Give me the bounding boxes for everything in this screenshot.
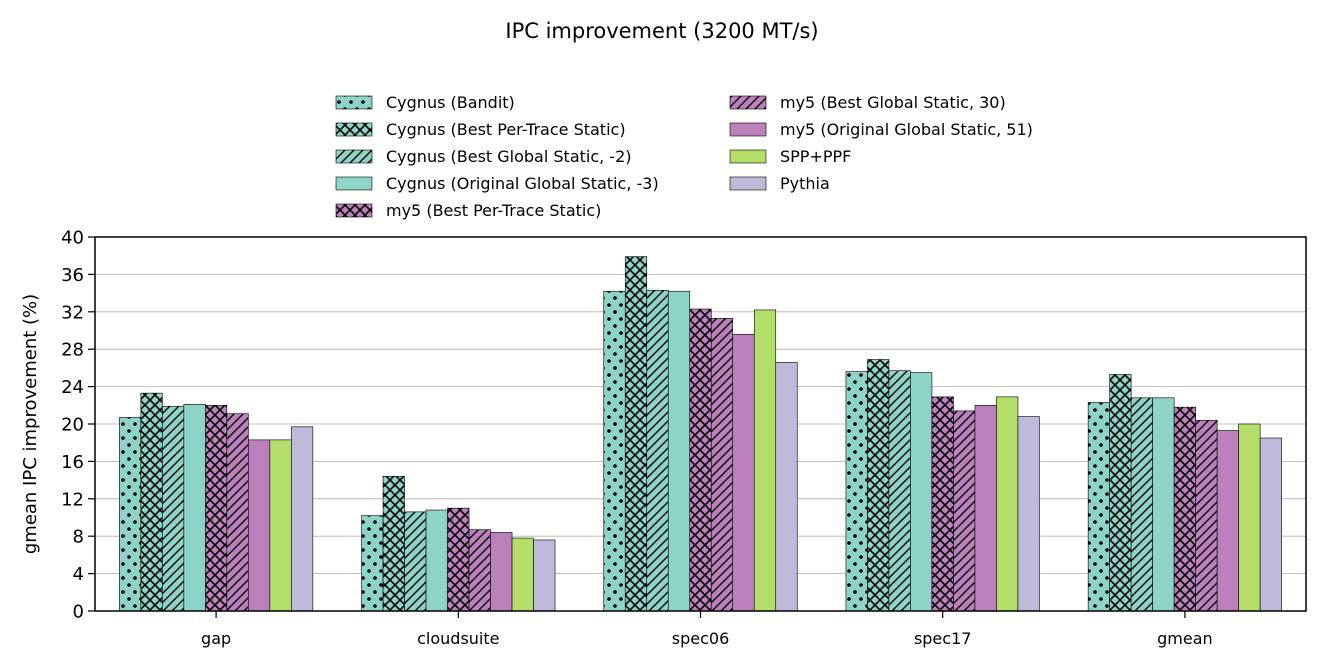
y-tick-label: 4 (73, 564, 84, 585)
legend-label-cygnus-best-global-static-2: Cygnus (Best Global Static, -2) (386, 147, 632, 166)
bar-spec17-spp-ppf (996, 397, 1018, 611)
bar-gmean-my5-original-global-static-51 (1217, 431, 1239, 611)
legend-swatch-cygnus-best-global-static-2 (336, 150, 372, 163)
y-axis-label: gmean IPC improvement (%) (20, 294, 41, 554)
y-tick-label: 32 (61, 302, 84, 323)
bar-spec06-my5-best-global-static-30 (711, 318, 733, 611)
bar-spec17-cygnus-best-per-trace-static (867, 359, 889, 611)
y-tick-label: 12 (61, 489, 84, 510)
legend: Cygnus (Bandit) Cygnus (Best Per-Trace St… (336, 93, 1033, 220)
bar-cloudsuite-my5-best-per-trace-static (448, 508, 470, 611)
y-tick-label: 0 (73, 602, 84, 623)
legend-label-my5-best-global-static-30: my5 (Best Global Static, 30) (780, 93, 1006, 112)
bar-spec06-my5-best-per-trace-static (690, 309, 712, 611)
bar-spec06-cygnus-best-per-trace-static (625, 257, 647, 611)
y-axis: 0 4 8 12 16 20 24 28 32 36 40 (61, 228, 95, 623)
bar-spec17-pythia (1018, 417, 1039, 611)
bar-spec06-cygnus-bandit (604, 291, 626, 611)
bar-cloudsuite-spp-ppf (512, 538, 534, 611)
bar-spec17-my5-best-global-static-30 (953, 411, 975, 611)
bar-cloudsuite-cygnus-best-global-static-2 (405, 512, 427, 611)
y-tick-label: 36 (61, 265, 84, 286)
legend-label-my5-original-global-static-51: my5 (Original Global Static, 51) (780, 120, 1033, 139)
x-tick-label: spec06 (672, 629, 730, 648)
legend-swatch-cygnus-best-per-trace-static (336, 123, 372, 136)
y-tick-label: 40 (61, 228, 84, 249)
x-tick-label: gap (201, 629, 231, 648)
bar-gmean-spp-ppf (1239, 424, 1261, 611)
bar-gap-cygnus-original-global-static-3 (184, 404, 206, 611)
legend-label-cygnus-bandit: Cygnus (Bandit) (386, 93, 515, 112)
bar-cloudsuite-my5-original-global-static-51 (491, 532, 513, 611)
legend-label-cygnus-best-per-trace-static: Cygnus (Best Per-Trace Static) (386, 120, 626, 139)
bar-cloudsuite-my5-best-global-static-30 (469, 530, 491, 611)
legend-swatch-my5-best-per-trace-static (336, 204, 372, 217)
bar-spec06-spp-ppf (754, 310, 776, 611)
bar-gap-my5-best-global-static-30 (227, 414, 249, 611)
bar-spec17-my5-original-global-static-51 (975, 405, 997, 611)
bar-gmean-my5-best-global-static-30 (1196, 420, 1218, 611)
bar-spec06-cygnus-best-global-static-2 (647, 290, 669, 611)
bars (119, 257, 1281, 611)
x-tick-label: gmean (1157, 629, 1213, 648)
chart-title: IPC improvement (3200 MT/s) (505, 19, 818, 43)
legend-swatch-spp-ppf (730, 150, 766, 163)
bar-gmean-cygnus-original-global-static-3 (1153, 398, 1175, 611)
y-tick-label: 28 (61, 340, 84, 361)
bar-cloudsuite-cygnus-bandit (362, 516, 384, 611)
x-axis: gap cloudsuite spec06 spec17 gmean (201, 611, 1213, 648)
bar-gmean-cygnus-best-per-trace-static (1110, 374, 1132, 611)
bar-gap-pythia (291, 427, 313, 611)
y-tick-label: 16 (61, 452, 84, 473)
bar-gap-spp-ppf (270, 440, 292, 611)
bar-gmean-cygnus-best-global-static-2 (1131, 398, 1153, 611)
bar-gmean-cygnus-bandit (1088, 403, 1110, 612)
bar-gmean-pythia (1260, 438, 1282, 611)
x-tick-label: cloudsuite (417, 629, 499, 648)
bar-spec17-cygnus-best-global-static-2 (889, 371, 911, 611)
legend-swatch-cygnus-bandit (336, 96, 372, 109)
legend-swatch-my5-best-global-static-30 (730, 96, 766, 109)
y-tick-label: 8 (73, 527, 84, 548)
bar-gap-cygnus-best-global-static-2 (162, 406, 184, 611)
legend-label-cygnus-original-global-static-3: Cygnus (Original Global Static, -3) (386, 174, 659, 193)
bar-cloudsuite-cygnus-best-per-trace-static (383, 476, 405, 611)
bar-spec06-cygnus-original-global-static-3 (668, 291, 690, 611)
bar-spec17-cygnus-bandit (846, 372, 868, 611)
bar-spec17-my5-best-per-trace-static (932, 397, 954, 611)
bar-gap-my5-original-global-static-51 (248, 440, 270, 611)
y-tick-label: 24 (61, 377, 84, 398)
bar-gap-my5-best-per-trace-static (205, 405, 227, 611)
bar-spec06-my5-original-global-static-51 (733, 334, 755, 611)
legend-swatch-cygnus-original-global-static-3 (336, 177, 372, 190)
bar-cloudsuite-pythia (534, 540, 556, 611)
bar-spec06-pythia (776, 362, 798, 611)
legend-swatch-my5-original-global-static-51 (730, 123, 766, 136)
bar-gap-cygnus-bandit (119, 417, 141, 611)
legend-label-spp-ppf: SPP+PPF (780, 147, 851, 166)
bar-spec17-cygnus-original-global-static-3 (910, 373, 932, 611)
legend-label-pythia: Pythia (780, 174, 830, 193)
bar-gmean-my5-best-per-trace-static (1174, 407, 1196, 611)
legend-label-my5-best-per-trace-static: my5 (Best Per-Trace Static) (386, 201, 601, 220)
legend-swatch-pythia (730, 177, 766, 190)
x-tick-label: spec17 (914, 629, 972, 648)
bar-cloudsuite-cygnus-original-global-static-3 (426, 510, 448, 611)
bar-gap-cygnus-best-per-trace-static (141, 393, 163, 611)
y-tick-label: 20 (61, 415, 84, 436)
